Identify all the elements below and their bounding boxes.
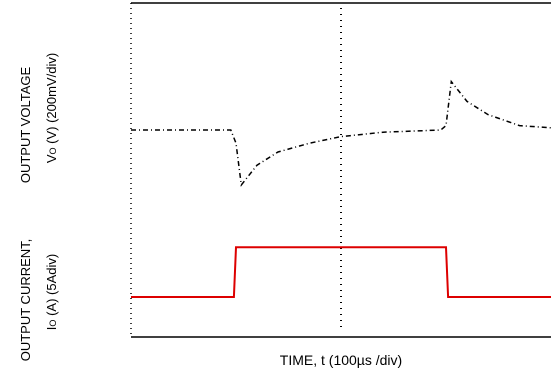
plot-frame	[130, 2, 551, 338]
y-axis-label-current-line2: IO (A) (5Adiv)	[44, 254, 59, 330]
y-axis-label-voltage-line2: VO (V) (200mV/div)	[44, 53, 59, 163]
voltage-trace	[131, 79, 552, 187]
traces	[131, 79, 552, 298]
current-trace	[131, 246, 551, 298]
x-axis-label: TIME, t (100µs /div)	[280, 352, 402, 368]
y-axis-label-current-line1: OUTPUT CURRENT,	[18, 239, 33, 362]
y-axis-label-voltage-line1: OUTPUT VOLTAGE	[18, 67, 33, 184]
